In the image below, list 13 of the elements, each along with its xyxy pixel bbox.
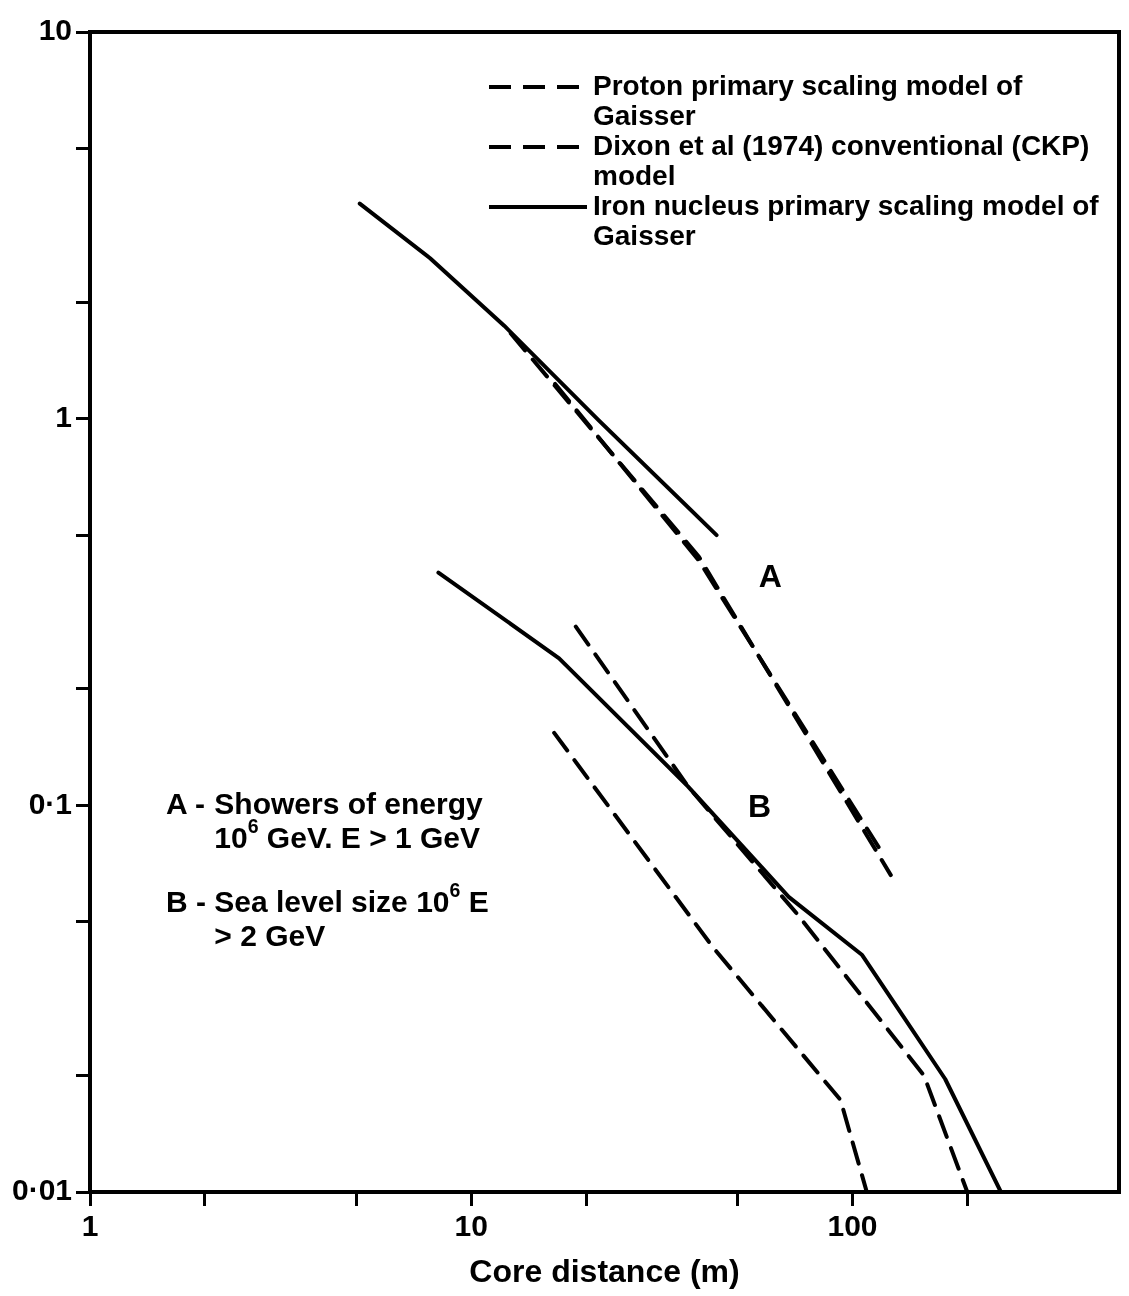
y-tick-label: 10 xyxy=(38,13,72,47)
annotation: A xyxy=(758,558,782,595)
legend-label: Proton primary scaling model of Gaisser xyxy=(593,69,1024,131)
legend-label: Iron nucleus primary scaling model of Gaisser xyxy=(593,189,1100,251)
legend-label: Dixon et al (1974) conventional (CKP) model xyxy=(593,129,1090,191)
x-tick-label: 100 xyxy=(827,1209,878,1243)
x-tick-label: 10 xyxy=(454,1209,488,1243)
y-tick-label: 0·01 xyxy=(11,1173,72,1207)
x-tick-label: 1 xyxy=(81,1209,99,1243)
y-tick-label: 0·1 xyxy=(28,786,72,820)
y-tick-label: 1 xyxy=(55,399,72,433)
x-axis-title: Core distance (m) xyxy=(469,1252,740,1289)
annotation: B xyxy=(747,788,771,825)
